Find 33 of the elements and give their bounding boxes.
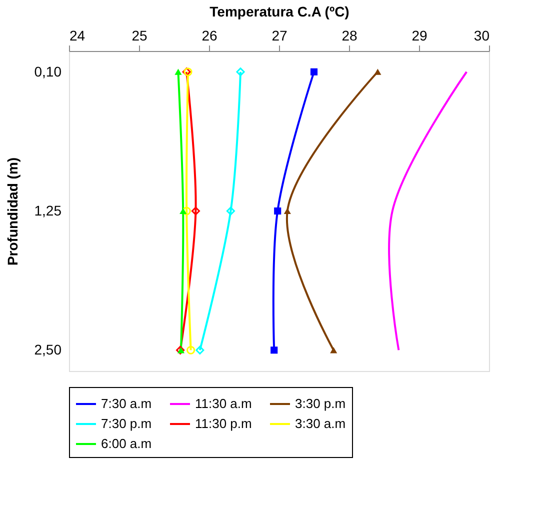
x-axis-title: Temperatura C.A (ºC) — [210, 4, 350, 20]
point — [174, 68, 182, 75]
point — [182, 206, 191, 216]
x-tick-label: 27 — [272, 28, 288, 44]
legend-label: 11:30 a.m — [195, 396, 252, 411]
point — [284, 208, 291, 214]
y-tick-label: 0,10 — [34, 63, 62, 80]
point — [310, 68, 318, 76]
point — [236, 68, 245, 76]
legend-label: 11:30 p.m — [195, 416, 252, 431]
legend-label: 7:30 a.m — [101, 396, 152, 411]
x-tick-label: 25 — [132, 28, 148, 44]
point — [180, 208, 187, 214]
point — [330, 347, 338, 354]
legend-label: 3:30 p.m — [295, 396, 346, 411]
y-tick-label: 2,50 — [34, 342, 62, 358]
point — [196, 346, 204, 354]
legend-label: 6:00 a.m — [101, 436, 152, 451]
y-tick-label: 1,25 — [34, 202, 62, 218]
point — [186, 346, 196, 354]
x-tick-label: 30 — [474, 28, 490, 44]
point — [191, 206, 200, 216]
point — [274, 207, 282, 215]
x-tick-label: 28 — [342, 28, 358, 44]
legend-label: 3:30 a.m — [295, 416, 346, 431]
point — [270, 346, 278, 354]
y-axis-title: Profundidad (m) — [4, 157, 20, 266]
x-tick-label: 29 — [412, 28, 428, 44]
point — [374, 68, 382, 75]
x-tick-label: 26 — [202, 28, 218, 44]
legend-label: 7:30 p.m — [101, 416, 152, 431]
point — [226, 206, 235, 216]
x-tick-label: 24 — [70, 28, 86, 44]
